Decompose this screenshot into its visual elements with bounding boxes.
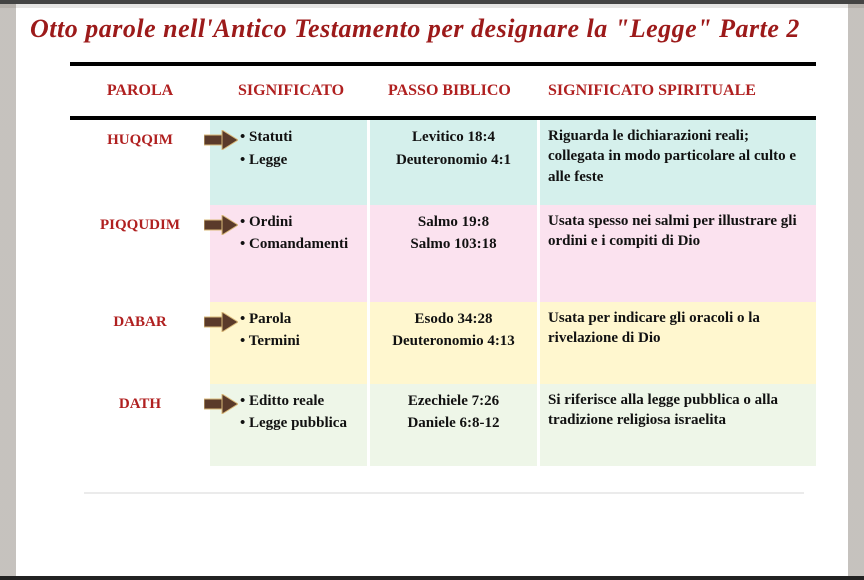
- parola-label: HUQQIM: [78, 132, 202, 149]
- table-header: PAROLA SIGNIFICATO PASSO BIBLICO SIGNIFI…: [70, 62, 816, 120]
- arrow-right-icon: [204, 215, 238, 235]
- cell-passo: Salmo 19:8Salmo 103:18: [370, 205, 540, 302]
- cell-spirituale: Usata per indicare gli oracoli o la rive…: [540, 302, 816, 384]
- significato-item: Parola: [240, 308, 359, 331]
- arrow-right-icon: [204, 312, 238, 332]
- terms-table: PAROLA SIGNIFICATO PASSO BIBLICO SIGNIFI…: [70, 62, 816, 466]
- significato-item: Ordini: [240, 211, 359, 234]
- arrow-right-icon: [204, 130, 238, 150]
- significato-item: Comandamenti: [240, 233, 359, 256]
- header-significato: SIGNIFICATO: [210, 72, 370, 110]
- cell-parola: DATH: [70, 384, 210, 466]
- cell-spirituale: Si riferisce alla legge pubblica o alla …: [540, 384, 816, 466]
- table-body: HUQQIMStatutiLeggeLevitico 18:4Deuterono…: [70, 120, 816, 466]
- cell-parola: PIQQUDIM: [70, 205, 210, 302]
- cell-spirituale: Usata spesso nei salmi per illustrare gl…: [540, 205, 816, 302]
- cell-passo: Levitico 18:4Deuteronomio 4:1: [370, 120, 540, 205]
- parola-label: DABAR: [78, 314, 202, 331]
- table-row: DABAR ParolaTermini Esodo 34:28Deuteronomi…: [70, 302, 816, 384]
- significato-item: Statuti: [240, 126, 359, 149]
- passo-ref: Salmo 19:8: [378, 211, 529, 234]
- significato-item: Legge pubblica: [240, 412, 359, 435]
- cell-passo: Ezechiele 7:26Daniele 6:8-12: [370, 384, 540, 466]
- header-parola: PAROLA: [70, 72, 210, 110]
- parola-label: DATH: [78, 396, 202, 413]
- passo-ref: Deuteronomio 4:13: [378, 330, 529, 353]
- passo-ref: Ezechiele 7:26: [378, 390, 529, 413]
- passo-ref: Deuteronomio 4:1: [378, 149, 529, 172]
- cell-passo: Esodo 34:28Deuteronomio 4:13: [370, 302, 540, 384]
- significato-item: Editto reale: [240, 390, 359, 413]
- footer-band: [84, 492, 804, 556]
- table-row: PIQQUDIM OrdiniComandamenti Salmo 19:8Salm…: [70, 205, 816, 302]
- passo-ref: Esodo 34:28: [378, 308, 529, 331]
- header-spirituale: SIGNIFICATO SPIRITUALE: [540, 72, 816, 110]
- cell-parola: DABAR: [70, 302, 210, 384]
- passo-ref: Salmo 103:18: [378, 233, 529, 256]
- parola-label: PIQQUDIM: [78, 217, 202, 234]
- page-canvas: Otto parole nell'Antico Testamento per d…: [0, 0, 864, 580]
- passo-ref: Levitico 18:4: [378, 126, 529, 149]
- arrow-right-icon: [204, 394, 238, 414]
- cell-spirituale: Riguarda le dichiarazioni reali; collega…: [540, 120, 816, 205]
- page-title: Otto parole nell'Antico Testamento per d…: [30, 14, 834, 44]
- table-row: HUQQIM StatutiLegge Levitico 18:4Deuterono…: [70, 120, 816, 205]
- significato-item: Termini: [240, 330, 359, 353]
- significato-item: Legge: [240, 149, 359, 172]
- passo-ref: Daniele 6:8-12: [378, 412, 529, 435]
- table-row: DATH Editto realeLegge pubblica Ezechiele …: [70, 384, 816, 466]
- header-passo: PASSO BIBLICO: [370, 72, 540, 110]
- cell-parola: HUQQIM: [70, 120, 210, 205]
